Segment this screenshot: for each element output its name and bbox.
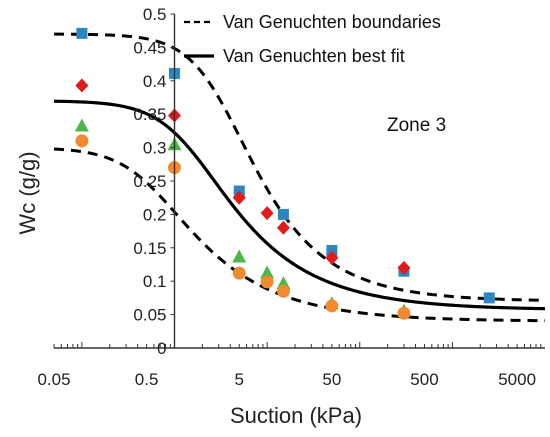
y-tick-label: 0.5	[143, 5, 167, 24]
point-circle	[397, 306, 411, 320]
fit-curves	[53, 32, 546, 323]
x-tick-label: 5	[235, 370, 244, 389]
y-tick-label: 0.3	[143, 139, 167, 158]
point-diamond	[75, 78, 89, 93]
legend-label-best-fit: Van Genuchten best fit	[223, 46, 405, 66]
point-square	[76, 27, 88, 39]
y-tick-label: 0	[157, 339, 166, 358]
boundary-curve-upper	[53, 32, 546, 302]
y-tick-label: 0.25	[133, 172, 166, 191]
x-tick-label: 0.05	[37, 370, 70, 389]
y-tick-label: 0.15	[133, 239, 166, 258]
boundary-curve-lower	[53, 147, 546, 323]
x-tick-label: 0.5	[135, 370, 159, 389]
y-tick-label: 0.35	[133, 105, 166, 124]
point-circle	[260, 275, 274, 289]
y-tick-label: 0.4	[143, 72, 167, 91]
x-tick-label: 50	[322, 370, 341, 389]
y-tick-label: 0.1	[143, 272, 167, 291]
best-fit-curve	[53, 99, 546, 311]
point-square	[277, 208, 289, 220]
legend-label-boundaries: Van Genuchten boundaries	[223, 12, 441, 32]
point-circle	[232, 266, 246, 280]
point-diamond	[397, 260, 411, 275]
point-circle	[276, 284, 290, 298]
point-square	[326, 244, 338, 256]
point-diamond	[325, 250, 339, 265]
point-triangle	[260, 265, 275, 279]
point-diamond	[232, 190, 246, 205]
legend: Van Genuchten boundaries Van Genuchten b…	[184, 12, 441, 66]
y-tick-label: 0.2	[143, 205, 167, 224]
point-circle	[75, 134, 89, 148]
point-triangle	[74, 118, 89, 132]
point-circle	[325, 299, 339, 313]
point-square	[483, 292, 495, 304]
point-diamond	[260, 206, 274, 221]
y-tick-label: 0.05	[133, 306, 166, 325]
y-axis-title: Wc (g/g)	[15, 151, 40, 234]
point-triangle	[232, 249, 247, 263]
ticks: 0 0.05 0.1 0.15 0.2 0.25 0.3 0.35 0.4 0.45 0.5 0.05…	[37, 5, 542, 389]
x-axis-title: Suction (kPa)	[230, 403, 362, 428]
zone-annotation: Zone 3	[387, 115, 446, 136]
x-tick-label: 5000	[498, 370, 536, 389]
point-diamond	[276, 220, 290, 235]
y-tick-label: 0.45	[133, 38, 166, 57]
x-tick-label: 500	[410, 370, 438, 389]
